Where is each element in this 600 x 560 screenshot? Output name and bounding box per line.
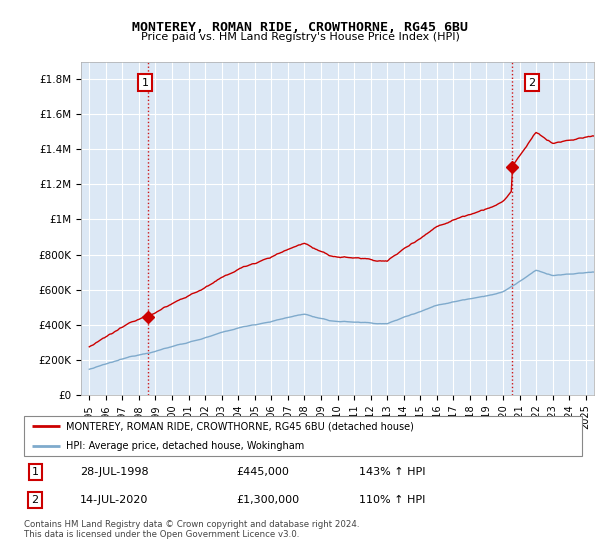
Text: 1: 1 (32, 467, 38, 477)
Text: 2: 2 (32, 494, 39, 505)
Text: Contains HM Land Registry data © Crown copyright and database right 2024.
This d: Contains HM Land Registry data © Crown c… (24, 520, 359, 539)
Text: MONTEREY, ROMAN RIDE, CROWTHORNE, RG45 6BU (detached house): MONTEREY, ROMAN RIDE, CROWTHORNE, RG45 6… (66, 421, 414, 431)
Text: MONTEREY, ROMAN RIDE, CROWTHORNE, RG45 6BU: MONTEREY, ROMAN RIDE, CROWTHORNE, RG45 6… (132, 21, 468, 34)
Text: HPI: Average price, detached house, Wokingham: HPI: Average price, detached house, Woki… (66, 441, 304, 451)
Text: 28-JUL-1998: 28-JUL-1998 (80, 467, 148, 477)
Text: 110% ↑ HPI: 110% ↑ HPI (359, 494, 425, 505)
Text: 143% ↑ HPI: 143% ↑ HPI (359, 467, 425, 477)
Text: 2: 2 (528, 78, 535, 88)
Text: £1,300,000: £1,300,000 (236, 494, 299, 505)
Text: Price paid vs. HM Land Registry's House Price Index (HPI): Price paid vs. HM Land Registry's House … (140, 32, 460, 43)
Text: 14-JUL-2020: 14-JUL-2020 (80, 494, 148, 505)
Text: £445,000: £445,000 (236, 467, 289, 477)
Text: 1: 1 (142, 78, 149, 88)
